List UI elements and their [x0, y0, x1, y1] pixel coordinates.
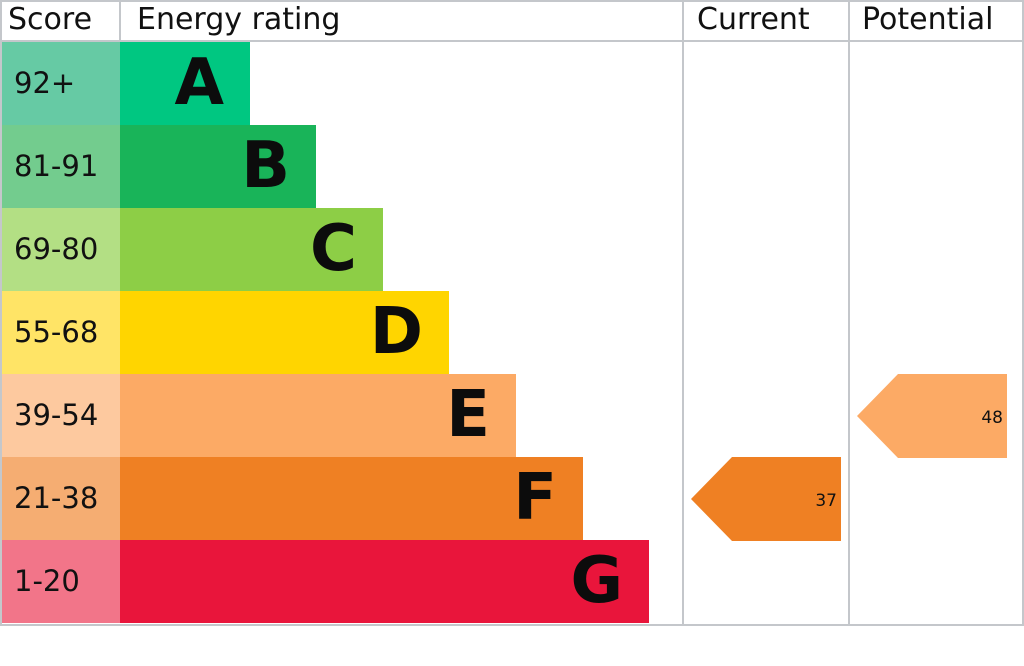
- bar-c: C: [120, 208, 383, 291]
- current-rating-value: 37: [815, 491, 837, 511]
- score-cell-f: 21-38: [2, 457, 120, 540]
- bar-f: F: [120, 457, 583, 540]
- potential-left-divider: [848, 0, 850, 626]
- top-border: [0, 0, 1024, 2]
- bottom-border: [0, 624, 1024, 626]
- band-letter-a: A: [174, 46, 224, 120]
- score-divider: [119, 0, 121, 42]
- current-rating-arrow: 37: [691, 457, 841, 541]
- band-letter-f: F: [513, 461, 557, 535]
- potential-rating-arrow: 48: [857, 374, 1007, 458]
- bar-b: B: [120, 125, 316, 208]
- band-letter-b: B: [241, 129, 290, 203]
- header-divider: [0, 40, 1024, 42]
- score-cell-g: 1-20: [2, 540, 120, 623]
- score-cell-e: 39-54: [2, 374, 120, 457]
- band-letter-g: G: [570, 544, 623, 618]
- band-letter-c: C: [310, 212, 357, 286]
- arrow-shape-icon: [691, 457, 841, 541]
- bar-g: G: [120, 540, 649, 623]
- band-letter-e: E: [446, 378, 490, 452]
- header-score: Score: [8, 2, 93, 37]
- bar-a: A: [120, 42, 250, 125]
- header-potential: Potential: [862, 2, 994, 37]
- current-left-divider: [682, 0, 684, 626]
- band-letter-d: D: [369, 295, 423, 369]
- bar-d: D: [120, 291, 449, 374]
- header-energy-rating: Energy rating: [137, 2, 341, 37]
- bar-e: E: [120, 374, 516, 457]
- score-cell-b: 81-91: [2, 125, 120, 208]
- potential-rating-value: 48: [981, 408, 1003, 428]
- score-cell-d: 55-68: [2, 291, 120, 374]
- score-cell-c: 69-80: [2, 208, 120, 291]
- right-border: [1022, 0, 1024, 626]
- score-cell-a: 92+: [2, 42, 120, 125]
- header-current: Current: [697, 2, 810, 37]
- left-border: [0, 0, 2, 626]
- arrow-shape-icon: [857, 374, 1007, 458]
